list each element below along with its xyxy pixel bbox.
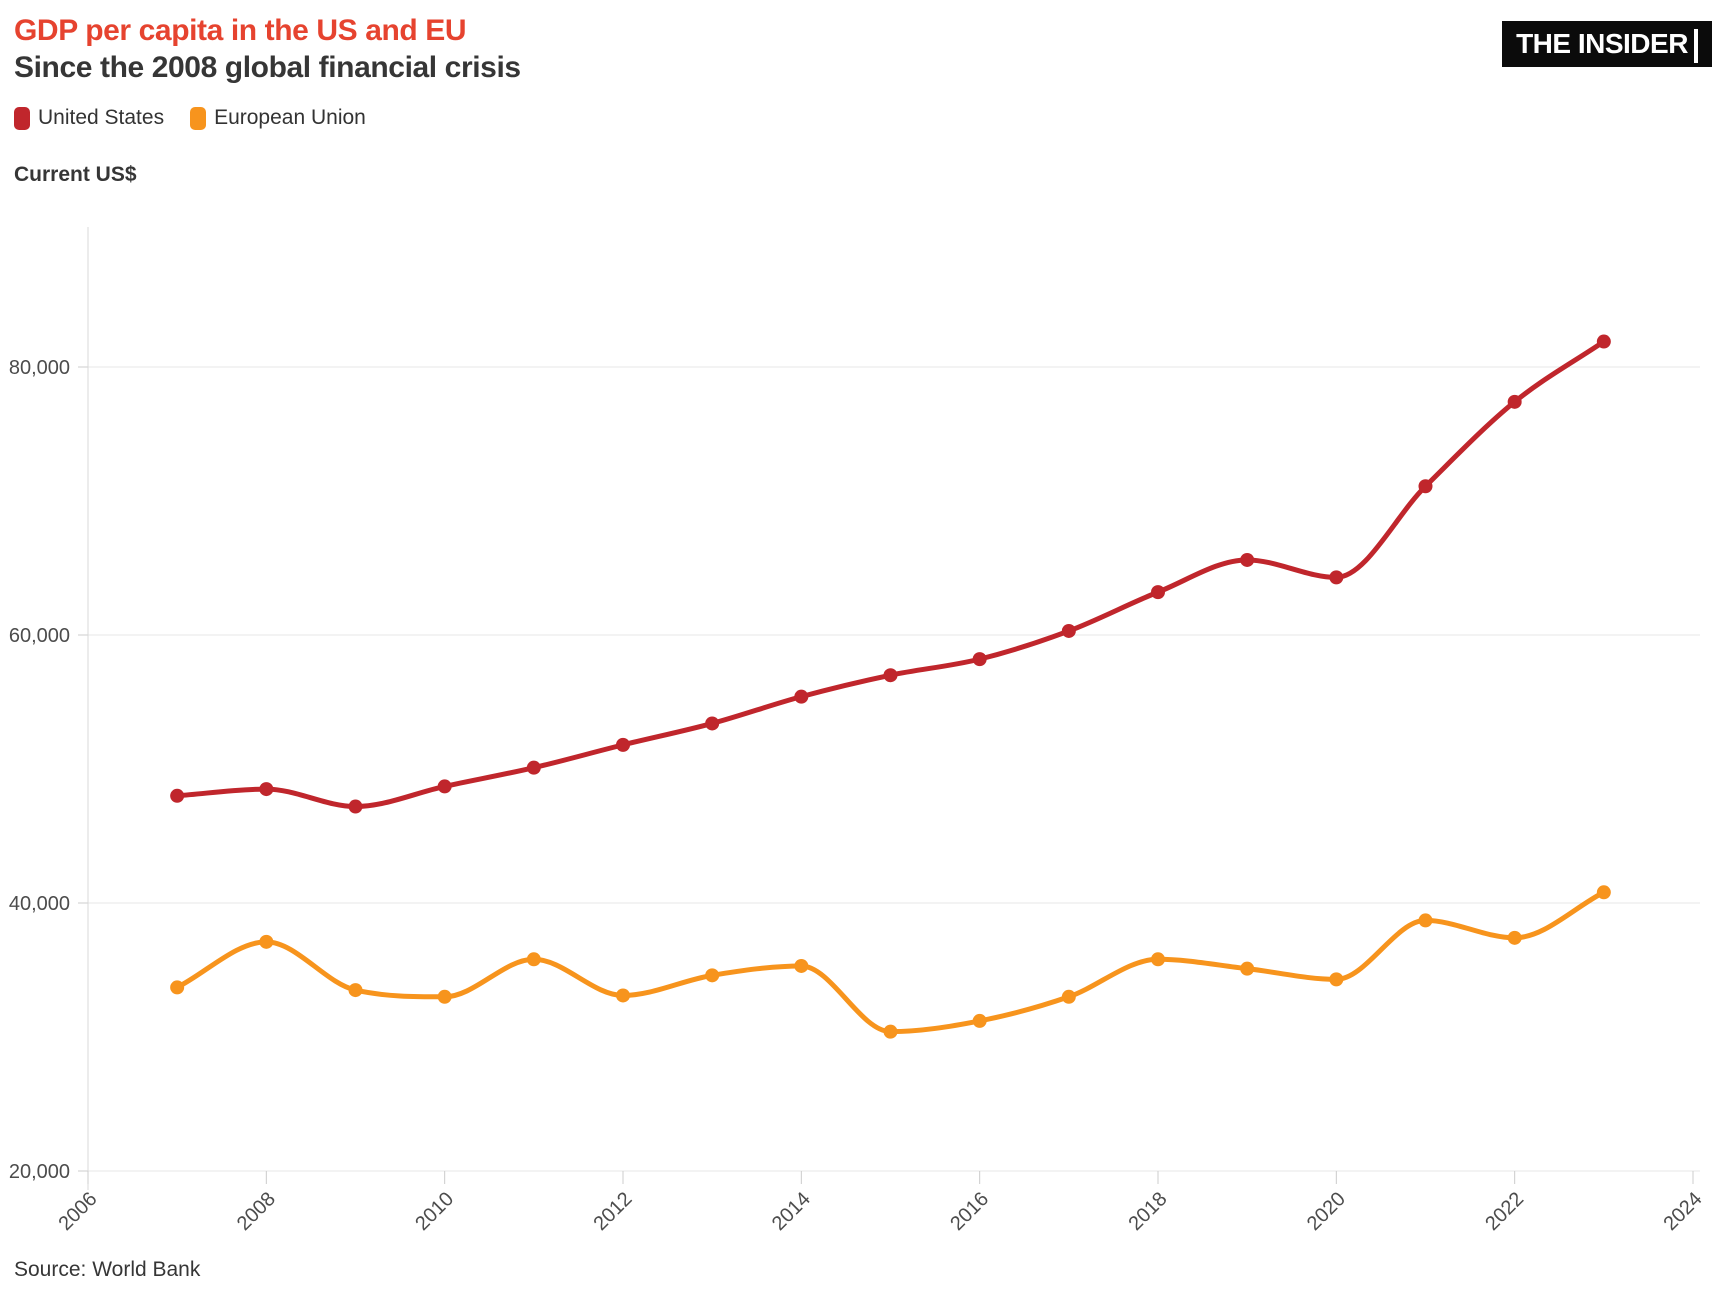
- data-point-united-states: [705, 716, 720, 731]
- data-point-united-states: [616, 737, 630, 752]
- data-point-european-union: [348, 983, 363, 998]
- data-point-european-union: [259, 934, 274, 949]
- x-tick-label: 2018: [1125, 1188, 1172, 1235]
- chart-title: GDP per capita in the US and EU: [14, 14, 467, 47]
- data-point-european-union: [883, 1024, 898, 1039]
- data-point-united-states: [1418, 479, 1433, 494]
- data-point-european-union: [1329, 972, 1344, 987]
- y-axis-title: Current US$: [14, 163, 137, 186]
- data-point-european-union: [1418, 913, 1433, 928]
- us-legend-swatch: [14, 106, 30, 130]
- x-tick-label: 2014: [768, 1188, 815, 1235]
- data-point-united-states: [883, 668, 898, 683]
- data-point-united-states: [1151, 585, 1165, 600]
- data-point-united-states: [437, 779, 452, 794]
- x-tick-label: 2022: [1481, 1188, 1528, 1235]
- data-point-united-states: [1596, 334, 1611, 349]
- data-point-european-union: [972, 1013, 987, 1028]
- data-point-united-states: [348, 799, 363, 814]
- legend: United States European Union: [14, 106, 366, 130]
- x-tick-label: 2006: [55, 1188, 102, 1235]
- data-point-european-union: [526, 952, 541, 967]
- data-point-united-states: [972, 652, 987, 667]
- eu-legend-label: European Union: [214, 106, 366, 129]
- series-line-european-union: [174, 889, 1607, 1035]
- data-point-european-union: [1151, 952, 1165, 967]
- y-tick-label: 60,000: [9, 625, 70, 647]
- eu-legend-swatch: [190, 106, 207, 130]
- data-point-united-states: [170, 788, 185, 803]
- data-point-united-states: [259, 782, 274, 797]
- x-tick-label: 2016: [946, 1188, 993, 1235]
- x-tick-label: 2012: [590, 1188, 637, 1235]
- legend-item-united-states: United States: [14, 106, 164, 130]
- data-point-united-states: [1240, 552, 1255, 567]
- y-tick-label: 20,000: [9, 1161, 70, 1183]
- x-tick-label: 2020: [1303, 1188, 1350, 1235]
- x-tick-label: 2010: [411, 1188, 458, 1235]
- legend-item-european-union: European Union: [190, 106, 366, 130]
- data-point-european-union: [1507, 930, 1522, 945]
- us-legend-label: United States: [38, 106, 165, 129]
- data-point-united-states: [1507, 394, 1522, 409]
- logo-text: THE INSIDER: [1516, 28, 1688, 59]
- y-tick-label: 40,000: [9, 893, 70, 915]
- data-point-european-union: [1240, 961, 1255, 976]
- data-point-united-states: [526, 760, 541, 775]
- data-point-european-union: [437, 989, 452, 1004]
- data-point-european-union: [1061, 989, 1076, 1004]
- chart-subtitle: Since the 2008 global financial crisis: [14, 51, 521, 84]
- data-point-united-states: [794, 689, 809, 704]
- x-tick-label: 2024: [1660, 1188, 1707, 1235]
- data-point-european-union: [616, 988, 630, 1003]
- logo-cursor-bar: [1694, 29, 1698, 63]
- data-point-european-union: [794, 958, 809, 973]
- x-tick-label: 2008: [233, 1188, 280, 1235]
- data-point-european-union: [170, 980, 185, 995]
- y-tick-label: 80,000: [9, 357, 70, 379]
- data-point-european-union: [705, 968, 720, 983]
- the-insider-logo: THE INSIDER: [1502, 21, 1712, 67]
- series-line-united-states: [174, 339, 1607, 810]
- source-note: Source: World Bank: [14, 1258, 201, 1281]
- data-point-european-union: [1596, 885, 1611, 900]
- data-point-united-states: [1329, 570, 1344, 585]
- data-point-united-states: [1061, 623, 1076, 638]
